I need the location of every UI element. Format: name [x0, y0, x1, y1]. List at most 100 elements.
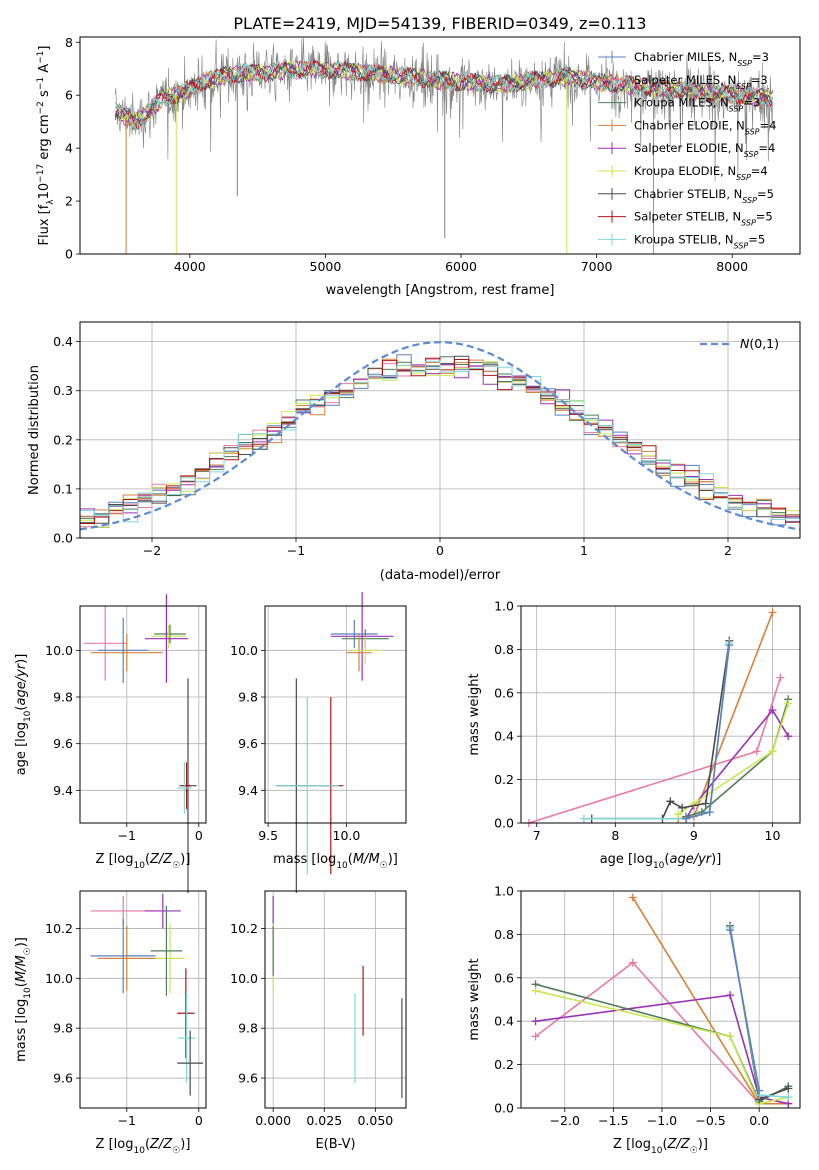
series-marker	[531, 1032, 540, 1041]
series-marker	[768, 747, 777, 756]
age_vs_Z-y-label: age [log10(age/yr)]	[14, 654, 33, 776]
label-part: M/M	[14, 955, 29, 982]
y-tick-label: 0.6	[494, 970, 514, 985]
y-tick-label: 1.0	[494, 599, 514, 614]
y-tick-label: 9.8	[238, 690, 258, 705]
y-tick-label: 0.4	[494, 1014, 514, 1029]
label-part: age/yr	[14, 662, 29, 705]
model-line-KS	[115, 59, 773, 132]
y-tick-label: 9.6	[238, 1071, 258, 1086]
label-part: Z/Z	[149, 852, 173, 867]
label-part: (	[14, 982, 29, 987]
series-marker	[531, 1017, 540, 1026]
axes-frame	[520, 605, 801, 824]
series-marker	[726, 1032, 735, 1041]
axes-frame	[79, 36, 801, 255]
y-tick-label: 0.4	[494, 729, 514, 744]
series-marker	[768, 608, 777, 617]
x-tick-label: 10.0	[333, 828, 361, 843]
label-part: (	[14, 706, 29, 711]
axes-frame	[79, 605, 207, 824]
errorbar-SS	[177, 968, 195, 1059]
label-part: (	[348, 852, 353, 867]
series-CM	[682, 641, 734, 823]
legend-label-sub: SSP	[742, 195, 757, 204]
errorbar-SS	[182, 762, 191, 809]
figure-title: PLATE=2419, MJD=54139, FIBERID=0349, z=0…	[233, 14, 646, 33]
y-tick-label: 0.8	[494, 642, 514, 657]
label-part: mass [log	[273, 852, 336, 867]
legend-label-tail: =4	[758, 141, 775, 155]
errorbar-KM	[154, 624, 186, 644]
legend-label-sub: SSP	[729, 104, 744, 113]
axes-frame	[79, 890, 207, 1109]
y-tick-label: 0.2	[494, 772, 514, 787]
x-tick-label: 2	[724, 543, 732, 558]
y-tick-label: 9.8	[53, 690, 73, 705]
legend-label-tail: =4	[751, 164, 768, 178]
series-marker	[666, 797, 675, 806]
y-tick-label: 10.2	[230, 921, 258, 936]
y-tick-label: 0.8	[494, 927, 514, 942]
y-tick-label: 10.0	[45, 643, 73, 658]
mass_weight_vs_age-x-label: age [log10(age/yr)]	[600, 852, 722, 871]
label-part: 10	[336, 861, 348, 871]
series-marker	[752, 747, 761, 756]
errorbar-KE	[349, 636, 381, 665]
model-line-CS	[114, 60, 773, 124]
x-tick-label: −1	[118, 1113, 136, 1128]
series-line	[535, 990, 789, 1105]
series-marker	[674, 810, 683, 819]
model-line-SE	[115, 59, 773, 127]
series-marker	[628, 893, 637, 902]
legend-label: Kroupa ELODIE, NSSP=4	[634, 164, 768, 182]
x-tick-label: 7000	[581, 259, 613, 274]
residual-y-label: Normed distribution	[27, 365, 42, 495]
label-part: −1	[36, 77, 46, 90]
series-marker	[784, 699, 793, 708]
legend-label-tail: =5	[757, 187, 774, 201]
series-marker	[579, 814, 588, 823]
y-tick-label: 9.6	[53, 736, 73, 751]
legend-label-tail: =3	[751, 73, 768, 87]
label-part: −1	[36, 51, 46, 64]
legend-entry-CE: Chabrier ELODIE, NSSP=4	[598, 118, 776, 136]
mass_weight_vs_age-axes: 7 8 9 10 0.0 0.2 0.4 0.6 0.8 1.0	[494, 599, 800, 843]
y-tick-label: 0.0	[494, 1101, 514, 1116]
legend-label-sub: SSP	[745, 127, 760, 136]
series-marker	[755, 1086, 764, 1095]
axes-frame	[79, 321, 801, 539]
label-part: M/M	[353, 852, 380, 867]
errorbar-SE	[144, 594, 188, 683]
normal-curve	[80, 341, 800, 531]
legend-label: Salpeter MILES, NSSP=3	[634, 73, 768, 91]
series-marker	[531, 986, 540, 995]
age_vs_Z-x-label: Z [log10(Z/Z☉)]	[96, 852, 191, 871]
legend-label: Kroupa STELIB, NSSP=5	[634, 232, 765, 250]
x-tick-label: −0.5	[695, 1113, 725, 1128]
mass_weight_vs_age-lines	[524, 608, 793, 827]
label-part: )]	[14, 654, 29, 664]
y-tick-label: 0.0	[494, 816, 514, 831]
y-tick-label: 4	[65, 141, 73, 156]
legend-label: Kroupa MILES, NSSP=3	[634, 96, 760, 114]
label-part: )]	[388, 852, 398, 867]
errorbar-KS	[275, 697, 339, 875]
legend-label-base: Kroupa STELIB, N	[634, 232, 734, 246]
y-tick-label: 0.2	[53, 432, 73, 447]
mass_weight_vs_Z-axes: −2.0 −1.5 −1.0 −0.5 0.0 0.0 0.2 0.4 0.6 0.8 1.0	[494, 884, 800, 1128]
errorbar-KE	[155, 923, 185, 994]
y-tick-label: 9.4	[238, 783, 258, 798]
errorbar-CE	[98, 925, 156, 991]
y-tick-label: 0.2	[494, 1057, 514, 1072]
legend-label-tail: =5	[748, 232, 765, 246]
label-part: )]	[180, 852, 190, 867]
mass_weight_vs_Z-x-label: Z [log10(Z/Z☉)]	[613, 1137, 708, 1156]
residual-x-label: (data-model)/error	[380, 568, 501, 583]
label-part: 10	[133, 861, 145, 871]
x-tick-label: 8000	[716, 259, 748, 274]
residual-lines	[80, 341, 800, 531]
label-part: −2	[36, 101, 46, 114]
label-part: Z/Z	[149, 1137, 173, 1152]
